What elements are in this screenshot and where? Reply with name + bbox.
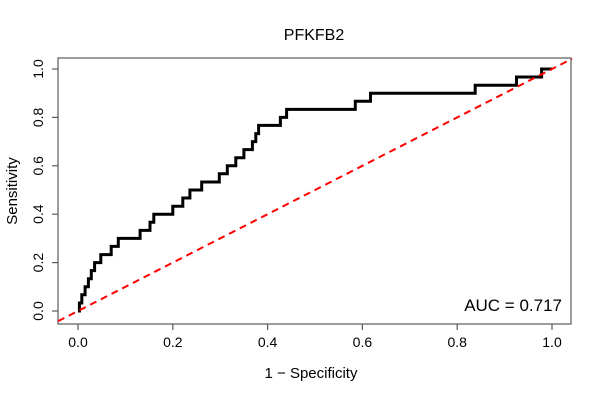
y-axis: 0.0 0.2 0.4 0.6 0.8 1.0 xyxy=(30,59,58,321)
x-tick-label: 0.8 xyxy=(447,334,467,350)
y-tick-label: 0.0 xyxy=(30,301,46,321)
chance-diagonal-line xyxy=(57,57,573,323)
y-axis-label: Sensitivity xyxy=(4,157,21,225)
x-axis: 0.0 0.2 0.4 0.6 0.8 1.0 xyxy=(68,324,562,350)
auc-annotation: AUC = 0.717 xyxy=(464,296,562,315)
plot-box xyxy=(57,57,572,325)
x-tick-label: 0.6 xyxy=(353,334,373,350)
y-tick-label: 0.8 xyxy=(30,107,46,127)
y-tick-label: 0.4 xyxy=(30,204,46,224)
x-tick-label: 0.0 xyxy=(68,334,88,350)
y-tick-label: 1.0 xyxy=(30,59,46,79)
y-tick-label: 0.6 xyxy=(30,156,46,176)
x-axis-label: 1 − Specificity xyxy=(265,365,358,382)
x-tick-label: 1.0 xyxy=(542,334,562,350)
chart-title: PFKFB2 xyxy=(284,27,345,44)
x-tick-label: 0.2 xyxy=(163,334,183,350)
y-tick-label: 0.2 xyxy=(30,253,46,273)
roc-curve-line xyxy=(77,67,552,313)
x-tick-label: 0.4 xyxy=(258,334,278,350)
